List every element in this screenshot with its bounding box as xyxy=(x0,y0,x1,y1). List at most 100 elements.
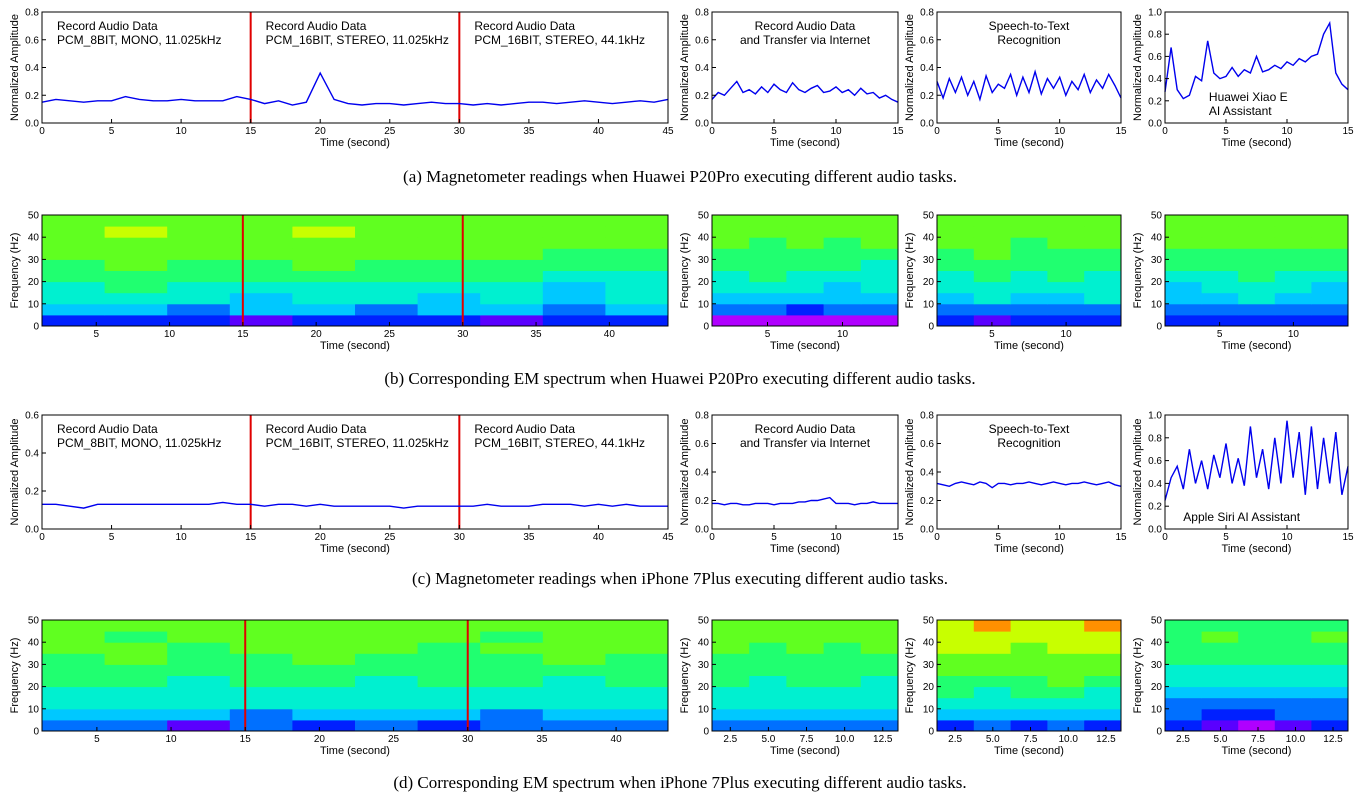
heat-cell xyxy=(937,237,975,249)
heat-cell xyxy=(355,719,419,732)
heat-cell xyxy=(973,292,1012,305)
heat-cell xyxy=(417,314,481,327)
heat-cell xyxy=(167,653,231,665)
heat-cell xyxy=(605,270,669,283)
x-tick-label: 20 xyxy=(311,329,323,340)
heat-cell xyxy=(104,697,168,710)
heat-cell xyxy=(229,675,293,688)
heat-cell xyxy=(973,259,1012,271)
plot-frame xyxy=(936,619,1122,732)
annotation: Record Audio Data xyxy=(755,422,856,436)
y-tick-label: 0.8 xyxy=(920,8,934,19)
heat-cell xyxy=(1274,653,1312,665)
heat-cell xyxy=(1274,248,1312,260)
annotation: AI Assistant xyxy=(1209,104,1272,118)
heat-cell xyxy=(605,292,669,305)
heat-cell xyxy=(167,620,231,632)
x-tick-label: 7.5 xyxy=(1024,734,1038,745)
heat-cell xyxy=(355,226,419,238)
y-tick-label: 0.6 xyxy=(920,439,934,450)
heat-cell xyxy=(229,215,293,227)
plot-area xyxy=(1165,12,1348,123)
data-line xyxy=(712,496,898,506)
y-tick-label: 0.4 xyxy=(695,468,709,479)
heat-cell xyxy=(229,642,293,654)
heat-cell xyxy=(937,226,975,238)
x-axis-label: Time (second) xyxy=(320,543,390,555)
heat-cell xyxy=(42,314,106,327)
x-tick-label: 10.0 xyxy=(1286,734,1306,745)
y-tick-label: 0 xyxy=(1156,322,1162,333)
heat-cell xyxy=(292,226,356,238)
heat-cell xyxy=(42,675,106,688)
heat-cell xyxy=(229,237,293,249)
annotation: Record Audio Data xyxy=(57,19,158,33)
heat-cell xyxy=(1165,314,1203,327)
heat-cell xyxy=(1201,631,1239,643)
data-line xyxy=(1164,420,1349,501)
heat-cell xyxy=(860,631,899,643)
heat-cell xyxy=(1274,708,1312,721)
heat-cell xyxy=(480,215,544,227)
heat-cell xyxy=(167,281,231,294)
heat-cell xyxy=(937,259,975,271)
y-tick-label: 0 xyxy=(33,322,39,333)
heat-cell xyxy=(167,686,231,699)
heat-cell xyxy=(1047,697,1085,710)
x-tick-label: 5 xyxy=(765,329,771,340)
y-tick-label: 0.0 xyxy=(920,525,934,536)
heat-cell xyxy=(104,270,168,283)
y-axis-label: Normalized Amplitude xyxy=(904,14,916,121)
heat-cell xyxy=(749,270,787,283)
heat-cell xyxy=(973,620,1012,632)
heat-cell xyxy=(42,215,106,227)
x-axis-label: Time (second) xyxy=(770,543,840,555)
heat-cell xyxy=(786,215,825,227)
y-tick-label: 0.4 xyxy=(1148,74,1162,85)
x-tick-label: 35 xyxy=(530,329,542,340)
heat-cell xyxy=(542,314,606,327)
x-axis-label: Time (second) xyxy=(1222,340,1292,352)
x-tick-label: 5 xyxy=(94,734,100,745)
y-tick-label: 30 xyxy=(698,660,710,671)
heat-cell xyxy=(1165,675,1203,688)
heat-cell xyxy=(1010,686,1048,699)
heat-cell xyxy=(712,237,750,249)
x-tick-label: 2.5 xyxy=(723,734,737,745)
heat-cell xyxy=(355,259,419,271)
heat-cell xyxy=(417,270,481,283)
plot-frame xyxy=(711,214,899,327)
y-axis-label: Normalized Amplitude xyxy=(679,419,691,526)
heat-cell xyxy=(42,697,106,710)
y-tick-label: 10 xyxy=(1151,704,1163,715)
x-tick-label: 5.0 xyxy=(761,734,775,745)
heat-cell xyxy=(973,281,1012,294)
heat-cell xyxy=(860,708,899,721)
heat-cell xyxy=(1274,675,1312,688)
heat-cell xyxy=(1238,281,1276,294)
heat-cell xyxy=(1238,620,1276,632)
subplot: 2.5 5.0 7.5 10.0 12.5 0 10 20 30 40 50 Time (second… xyxy=(1132,616,1349,757)
heat-cell xyxy=(480,303,544,316)
heat-cell xyxy=(542,270,606,283)
heat-cell xyxy=(1084,226,1122,238)
x-axis-label: Time (second) xyxy=(1222,137,1292,149)
heat-cell xyxy=(860,270,899,283)
heat-cell xyxy=(229,248,293,260)
heat-cell xyxy=(605,664,669,676)
heat-cell xyxy=(1047,664,1085,676)
heat-cell xyxy=(480,675,544,688)
y-tick-label: 40 xyxy=(698,638,710,649)
heat-cell xyxy=(712,226,750,238)
heat-cell xyxy=(229,708,293,721)
heat-cell xyxy=(749,314,787,327)
heat-cell xyxy=(605,248,669,260)
heat-cell xyxy=(712,215,750,227)
x-tick-label: 5 xyxy=(996,532,1002,543)
y-tick-label: 0.4 xyxy=(1148,479,1162,490)
heat-cell xyxy=(823,697,862,710)
y-tick-label: 1.0 xyxy=(1148,411,1162,422)
heat-cell xyxy=(1311,259,1349,271)
y-tick-label: 40 xyxy=(28,233,40,244)
